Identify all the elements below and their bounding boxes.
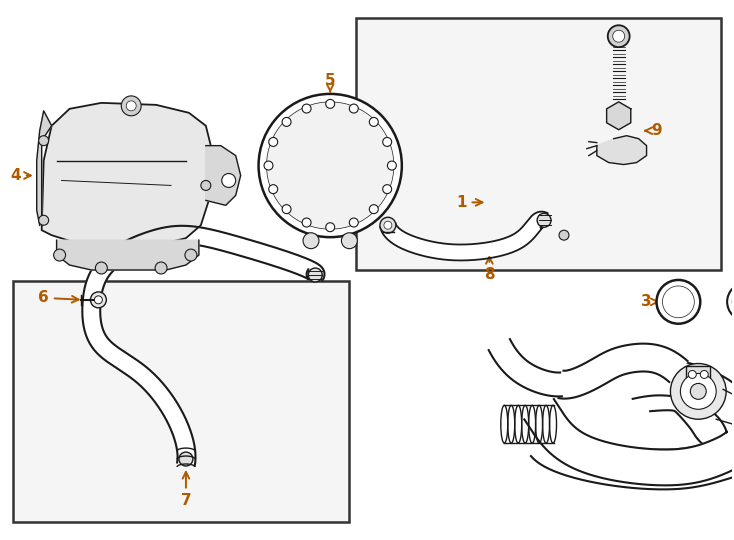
Bar	[12, 281, 349, 523]
Text: 1: 1	[457, 195, 482, 210]
Circle shape	[537, 213, 551, 227]
Circle shape	[663, 286, 694, 318]
Circle shape	[282, 117, 291, 126]
Circle shape	[39, 215, 48, 225]
Circle shape	[700, 370, 708, 379]
Circle shape	[688, 370, 697, 379]
Circle shape	[266, 102, 394, 229]
Circle shape	[656, 280, 700, 323]
Polygon shape	[606, 102, 631, 130]
Circle shape	[732, 288, 734, 316]
Circle shape	[121, 96, 141, 116]
Circle shape	[222, 173, 236, 187]
Circle shape	[382, 185, 392, 194]
Polygon shape	[597, 136, 647, 165]
Circle shape	[691, 383, 706, 400]
Circle shape	[201, 180, 211, 191]
Circle shape	[302, 218, 311, 227]
Circle shape	[308, 268, 322, 282]
Text: 4: 4	[10, 168, 31, 183]
Polygon shape	[489, 339, 562, 396]
Circle shape	[670, 363, 726, 419]
Circle shape	[303, 233, 319, 249]
Circle shape	[302, 104, 311, 113]
Circle shape	[613, 30, 625, 42]
Circle shape	[369, 117, 378, 126]
Bar	[686, 366, 711, 383]
Polygon shape	[37, 111, 51, 230]
Polygon shape	[524, 360, 734, 485]
Circle shape	[608, 25, 630, 47]
Circle shape	[349, 104, 358, 113]
Polygon shape	[82, 226, 324, 465]
Circle shape	[95, 262, 107, 274]
Text: 2: 2	[0, 539, 1, 540]
Polygon shape	[531, 370, 734, 489]
Circle shape	[559, 230, 569, 240]
Circle shape	[39, 136, 48, 146]
Text: 3: 3	[642, 294, 658, 309]
Polygon shape	[380, 212, 548, 260]
Circle shape	[54, 249, 65, 261]
Circle shape	[258, 94, 401, 237]
Text: 5: 5	[325, 73, 335, 92]
Circle shape	[388, 161, 396, 170]
Text: 9: 9	[645, 123, 662, 138]
Circle shape	[282, 205, 291, 214]
Circle shape	[155, 262, 167, 274]
Polygon shape	[57, 240, 199, 270]
Circle shape	[264, 161, 273, 170]
Circle shape	[369, 205, 378, 214]
Circle shape	[382, 138, 392, 146]
Circle shape	[349, 218, 358, 227]
Circle shape	[95, 296, 102, 304]
Circle shape	[269, 138, 277, 146]
Polygon shape	[206, 146, 241, 205]
Circle shape	[126, 101, 137, 111]
Text: 6: 6	[38, 291, 79, 305]
Circle shape	[727, 283, 734, 321]
Circle shape	[326, 222, 335, 232]
Circle shape	[185, 249, 197, 261]
Text: 8: 8	[484, 257, 495, 282]
Circle shape	[341, 233, 357, 249]
Circle shape	[326, 99, 335, 109]
Circle shape	[90, 292, 106, 308]
Polygon shape	[559, 343, 688, 399]
Circle shape	[380, 217, 396, 233]
Circle shape	[179, 452, 193, 466]
Circle shape	[384, 221, 392, 229]
Text: 7: 7	[181, 472, 192, 508]
Bar	[356, 17, 722, 270]
Circle shape	[269, 185, 277, 194]
Circle shape	[680, 374, 716, 409]
Polygon shape	[42, 103, 211, 246]
